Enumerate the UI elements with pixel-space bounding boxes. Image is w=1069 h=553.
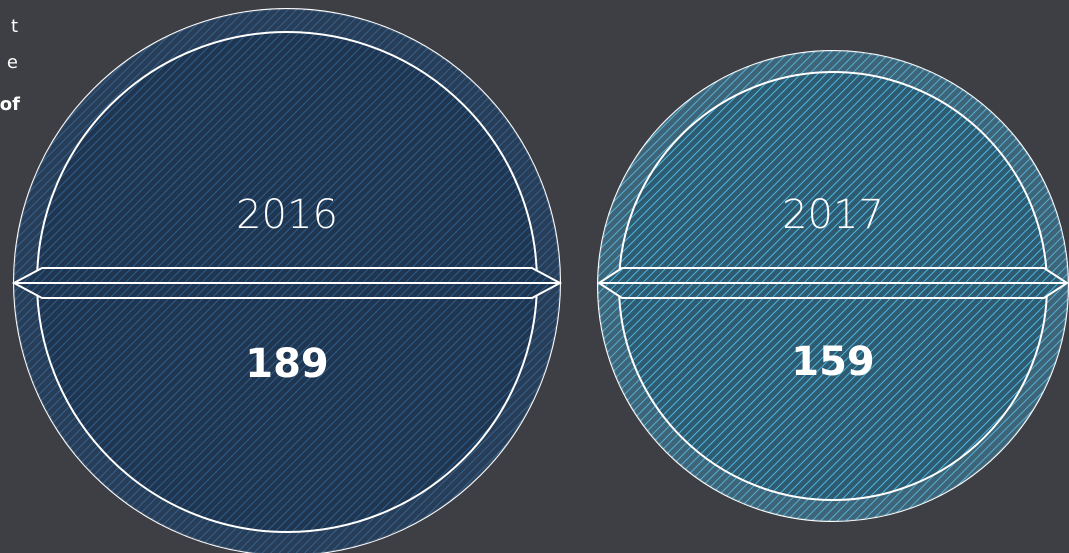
disc-2017: 2017 159 [597, 50, 1069, 522]
disc-2016: 2016 189 [11, 8, 563, 553]
side-text: e [7, 52, 18, 73]
year-label: 2016 [236, 192, 338, 238]
side-text: t [11, 16, 18, 37]
value-label: 159 [791, 339, 875, 385]
year-label: 2017 [782, 192, 884, 238]
side-text: of [0, 94, 20, 115]
value-label: 189 [245, 341, 329, 387]
